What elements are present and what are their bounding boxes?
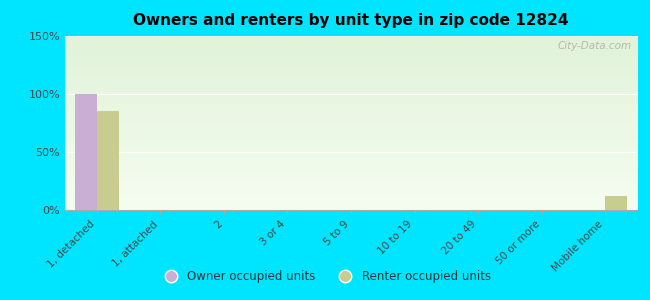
Bar xyxy=(97,111,119,210)
Bar xyxy=(75,94,97,210)
Legend: Owner occupied units, Renter occupied units: Owner occupied units, Renter occupied un… xyxy=(154,266,496,288)
Text: City-Data.com: City-Data.com xyxy=(557,41,631,51)
Title: Owners and renters by unit type in zip code 12824: Owners and renters by unit type in zip c… xyxy=(133,13,569,28)
Bar xyxy=(605,196,627,210)
